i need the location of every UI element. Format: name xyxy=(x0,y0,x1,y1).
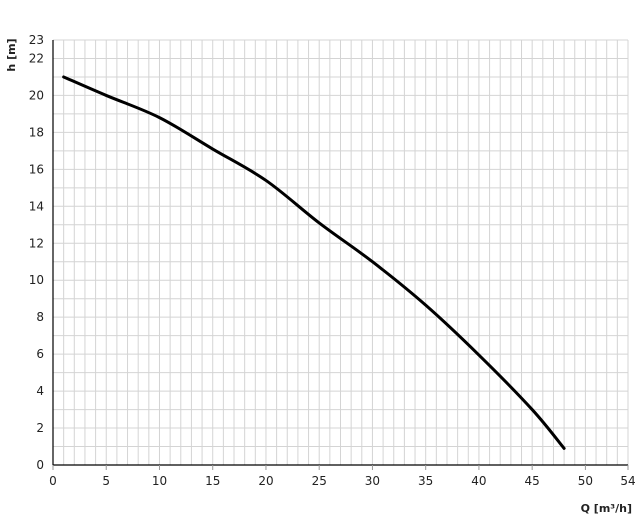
x-tick-label: 45 xyxy=(525,474,540,488)
y-tick-label: 0 xyxy=(36,458,44,472)
grid xyxy=(53,39,629,465)
x-tick-label: 30 xyxy=(365,474,380,488)
y-tick-label: 18 xyxy=(29,125,44,139)
x-tick-label: 54 xyxy=(620,474,635,488)
y-tick-label: 14 xyxy=(29,199,44,213)
x-tick-label: 15 xyxy=(205,474,220,488)
y-tick-label: 20 xyxy=(29,88,44,102)
x-tick-label: 50 xyxy=(578,474,593,488)
x-tick-label: 5 xyxy=(102,474,110,488)
y-tick-label: 10 xyxy=(29,273,44,287)
x-tick-label: 25 xyxy=(312,474,327,488)
y-tick-label: 12 xyxy=(29,236,44,250)
tick-labels: 0 5 10 15 20 25 30 35 40 45 50 54 0 2 4 6 8 10 12 14 16 18 20 2… xyxy=(29,33,636,488)
y-tick-label: 23 xyxy=(29,33,44,47)
x-tick-label: 0 xyxy=(49,474,57,488)
pump-curve-line xyxy=(62,75,566,450)
x-axis-label: Q [m³/h] xyxy=(581,502,632,515)
y-tick-label: 22 xyxy=(29,51,44,65)
x-tick-label: 20 xyxy=(258,474,273,488)
y-axis-label: h [m] xyxy=(5,38,18,71)
x-tick-label: 35 xyxy=(418,474,433,488)
y-tick-label: 16 xyxy=(29,162,44,176)
y-tick-label: 8 xyxy=(36,310,44,324)
y-tick-label: 4 xyxy=(36,384,44,398)
x-tick-label: 10 xyxy=(152,474,167,488)
series xyxy=(62,75,566,450)
x-tick-label: 40 xyxy=(471,474,486,488)
y-tick-label: 6 xyxy=(36,347,44,361)
y-tick-label: 2 xyxy=(36,421,44,435)
axes xyxy=(52,40,629,470)
